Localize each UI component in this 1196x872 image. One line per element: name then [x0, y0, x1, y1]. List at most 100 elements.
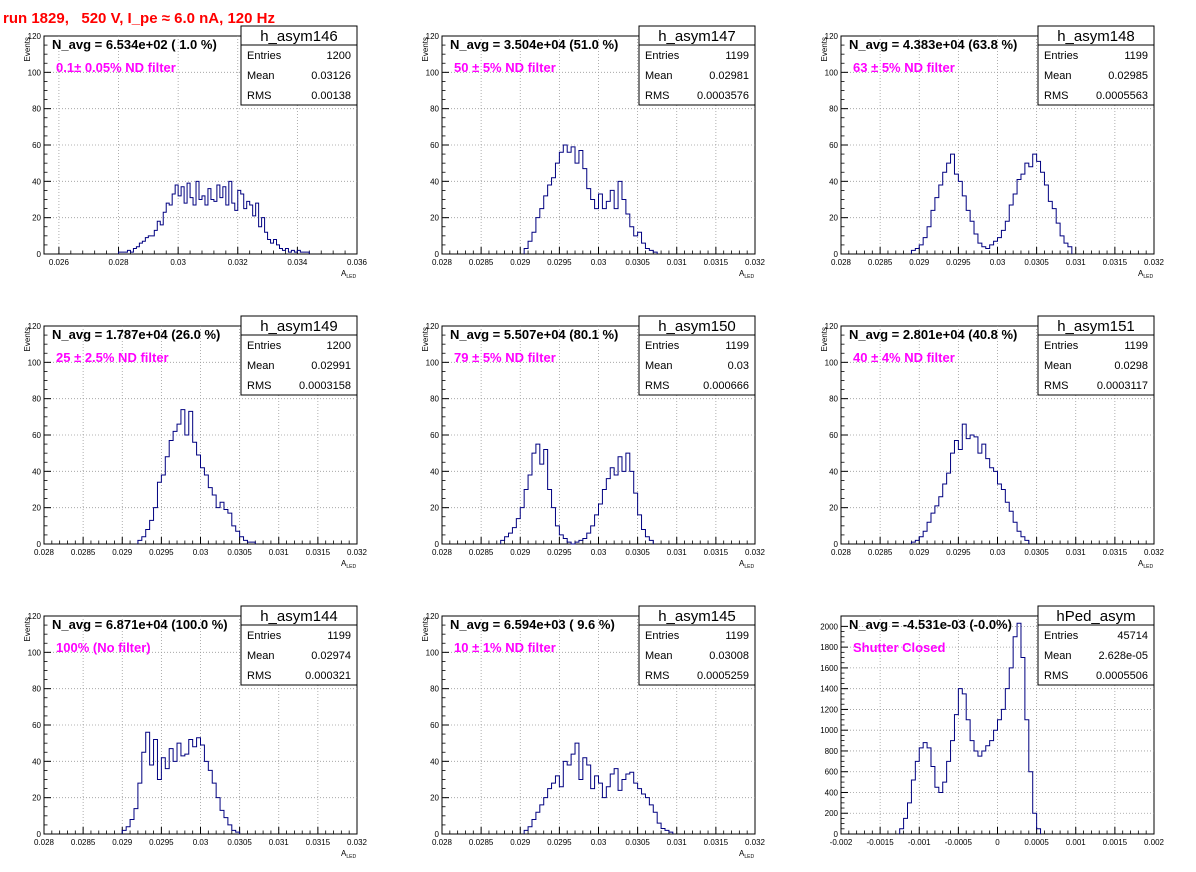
- x-axis-title-subscript: LED: [1143, 564, 1153, 570]
- x-tick-label: 0.03: [591, 548, 607, 557]
- navg-label: N_avg = 1.787e+04 (26.0 %): [52, 327, 220, 342]
- y-tick-label: 0: [37, 830, 42, 839]
- x-tick-label: 0.0295: [149, 548, 174, 557]
- histogram-line: [523, 742, 674, 834]
- x-tick-label: 0.028: [432, 548, 453, 557]
- x-tick-label: 0.0005: [1024, 838, 1049, 847]
- stats-value: 1199: [725, 50, 749, 62]
- y-tick-label: 20: [430, 214, 439, 223]
- x-tick-label: 0.0285: [868, 258, 893, 267]
- y-tick-label: 60: [829, 431, 838, 440]
- histogram-name: h_asym146: [260, 28, 338, 45]
- y-tick-label: 120: [28, 32, 42, 41]
- y-tick-label: 0: [435, 540, 440, 549]
- histogram-panel-h_asym149: 0.028 0.0285 0.029 0.0295 0.03 0.0305 0.031 0.0…: [23, 315, 368, 570]
- y-tick-label: 60: [430, 141, 439, 150]
- navg-label: N_avg = 6.534e+02 ( 1.0 %): [52, 37, 217, 52]
- stats-value: 1199: [725, 340, 749, 352]
- x-tick-label: 0.026: [49, 258, 70, 267]
- stats-box: [638, 624, 756, 686]
- stats-value: 0.0005259: [697, 670, 749, 682]
- x-axis-title-subscript: LED: [1143, 274, 1153, 280]
- y-tick-label: 40: [430, 177, 439, 186]
- stats-label: RMS: [645, 380, 669, 392]
- stats-box: [638, 334, 756, 396]
- stats-value: 1199: [725, 630, 749, 642]
- histogram-panel-h_asym150: 0.028 0.0285 0.029 0.0295 0.03 0.0305 0.031 0.0…: [421, 315, 766, 570]
- stats-label: Mean: [1044, 360, 1072, 372]
- x-axis-title-subscript: LED: [346, 854, 356, 860]
- stats-label: Mean: [645, 650, 673, 662]
- navg-label: N_avg = 6.871e+04 (100.0 %): [52, 617, 228, 632]
- x-tick-label: -0.0005: [945, 838, 973, 847]
- x-tick-label: 0.029: [909, 548, 930, 557]
- histogram-panel-h_asym146: 0.026 0.028 0.03 0.032 0.034 0.036 0 20 40 60 80 10…: [23, 25, 368, 280]
- x-tick-label: 0.031: [1066, 548, 1087, 557]
- x-tick-label: 0.0305: [625, 838, 650, 847]
- stats-label: Mean: [247, 650, 275, 662]
- stats-value: 0.03126: [311, 70, 351, 82]
- x-axis-title: ALED: [739, 559, 754, 570]
- y-tick-label: 120: [28, 612, 42, 621]
- stats-box: [638, 44, 756, 106]
- x-tick-label: 0.028: [831, 548, 852, 557]
- stats-label: RMS: [1044, 670, 1068, 682]
- stats-label: Mean: [1044, 70, 1072, 82]
- x-tick-label: 0.0305: [1024, 548, 1049, 557]
- x-tick-label: 0.032: [1144, 258, 1165, 267]
- histogram-panel-h_asym151: 0.028 0.0285 0.029 0.0295 0.03 0.0305 0.031 0.0…: [820, 315, 1165, 570]
- x-tick-label: 0.0305: [227, 838, 252, 847]
- y-axis-title: Events: [421, 37, 430, 61]
- stats-box: [240, 624, 358, 686]
- stats-value: 0.02974: [311, 650, 351, 662]
- navg-label: N_avg = 2.801e+04 (40.8 %): [849, 327, 1017, 342]
- stats-label: Entries: [247, 50, 282, 62]
- y-tick-label: 20: [32, 794, 41, 803]
- histogram-name: h_asym144: [260, 608, 338, 625]
- y-tick-label: 0: [37, 250, 42, 259]
- stats-value: 1199: [1124, 340, 1148, 352]
- x-tick-label: 0.0295: [547, 548, 572, 557]
- y-tick-label: 1800: [820, 643, 838, 652]
- x-tick-label: 0.0315: [704, 548, 729, 557]
- stats-value: 0.02985: [1108, 70, 1148, 82]
- stats-label: RMS: [247, 380, 271, 392]
- y-axis-title: Events: [421, 617, 430, 641]
- stats-value: 0.0298: [1114, 360, 1148, 372]
- x-axis-title-subscript: LED: [744, 564, 754, 570]
- y-axis-title: Events: [23, 327, 32, 351]
- x-tick-label: 0.032: [228, 258, 249, 267]
- x-tick-label: 0.03: [591, 838, 607, 847]
- y-tick-label: 120: [426, 612, 440, 621]
- stats-box: [1037, 334, 1155, 396]
- x-tick-label: 0.029: [510, 548, 531, 557]
- filter-label: 10 ± 1% ND filter: [454, 640, 556, 655]
- x-tick-label: 0.001: [1066, 838, 1087, 847]
- x-tick-label: 0.031: [1066, 258, 1087, 267]
- y-tick-label: 80: [430, 105, 439, 114]
- x-axis-title: ALED: [739, 269, 754, 280]
- stats-label: Entries: [1044, 50, 1079, 62]
- y-tick-label: 100: [825, 358, 839, 367]
- x-tick-label: 0.0315: [306, 838, 331, 847]
- x-tick-label: 0.029: [112, 548, 133, 557]
- x-tick-label: 0.031: [269, 548, 290, 557]
- y-tick-label: 2000: [820, 622, 838, 631]
- stats-label: RMS: [1044, 90, 1068, 102]
- stats-label: Entries: [1044, 630, 1079, 642]
- x-axis-title-subscript: LED: [346, 274, 356, 280]
- y-tick-label: 0: [834, 830, 839, 839]
- stats-value: 1199: [1124, 50, 1148, 62]
- x-axis-title: ALED: [1138, 269, 1153, 280]
- y-tick-label: 20: [32, 504, 41, 513]
- histogram-line: [899, 622, 1042, 834]
- y-tick-label: 100: [426, 358, 440, 367]
- x-axis-title: ALED: [341, 559, 356, 570]
- x-tick-label: 0.0295: [547, 838, 572, 847]
- stats-value: 0.0003576: [697, 90, 749, 102]
- filter-label: 100% (No filter): [56, 640, 151, 655]
- stats-value: 45714: [1117, 630, 1148, 642]
- y-tick-label: 1400: [820, 685, 838, 694]
- y-tick-label: 80: [829, 395, 838, 404]
- x-tick-label: 0.034: [287, 258, 308, 267]
